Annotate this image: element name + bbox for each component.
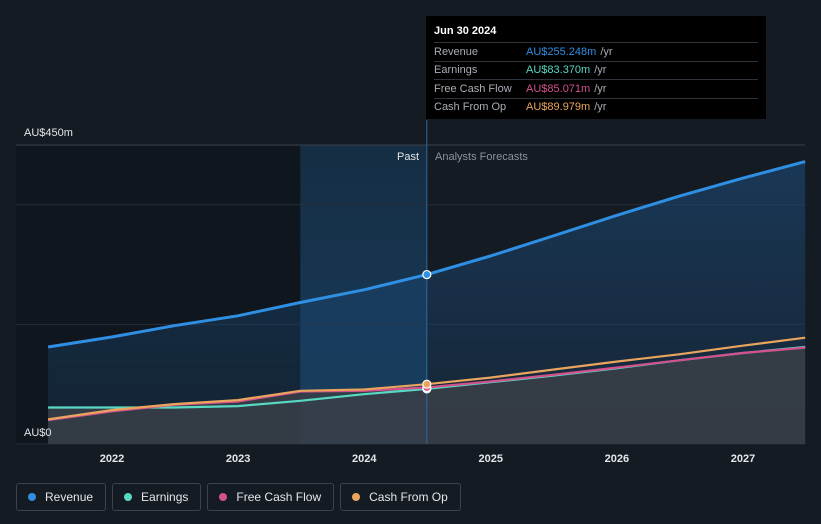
x-tick-label: 2026 [605,453,629,465]
tooltip: Jun 30 2024 Revenue AU$255.248m /yr Earn… [426,16,766,119]
tooltip-label: Cash From Op [434,101,507,114]
tooltip-unit: /yr [594,82,607,95]
tooltip-date: Jun 30 2024 [434,25,497,37]
legend-item-free-cash-flow[interactable]: Free Cash Flow [207,483,335,511]
tooltip-value: AU$83.370m [526,64,591,77]
tooltip-value: AU$89.979m [526,101,591,114]
x-tick-label: 2024 [352,453,377,465]
tooltip-row-free-cash-flow: Free Cash Flow AU$85.071m /yr [434,79,758,98]
past-label: Past [397,151,419,163]
tooltip-unit: /yr [600,45,613,58]
x-tick-label: 2022 [100,453,124,465]
legend-item-earnings[interactable]: Earnings [112,483,202,511]
free-cash-flow-dot-icon [219,493,228,501]
y-axis-top-label: AU$450m [24,127,73,139]
x-tick-label: 2023 [226,453,250,465]
cash-from-op-marker [422,379,432,389]
tooltip-row-revenue: Revenue AU$255.248m /yr [434,42,758,61]
tooltip-value: AU$85.071m [526,82,591,95]
x-tick-label: 2027 [731,453,755,465]
legend-label: Revenue [45,490,94,504]
earnings-dot-icon [124,493,133,501]
legend-label: Free Cash Flow [236,490,322,504]
legend-label: Earnings [141,490,189,504]
tooltip-unit: /yr [594,101,607,114]
tooltip-row-cash-from-op: Cash From Op AU$89.979m /yr [434,97,758,117]
legend-item-revenue[interactable]: Revenue [16,483,107,511]
legend: Revenue Earnings Free Cash Flow Cash Fro… [16,483,461,511]
y-axis-bottom-label: AU$0 [24,427,52,439]
x-tick-label: 2025 [478,453,502,465]
tooltip-row-earnings: Earnings AU$83.370m /yr [434,60,758,80]
legend-label: Cash From Op [369,490,448,504]
revenue-dot-icon [28,493,36,501]
legend-item-cash-from-op[interactable]: Cash From Op [340,483,461,511]
forecast-label: Analysts Forecasts [435,151,528,163]
tooltip-label: Revenue [434,45,479,58]
cash-from-op-dot-icon [352,493,361,501]
tooltip-unit: /yr [594,64,607,77]
revenue-marker [422,269,432,280]
tooltip-value: AU$255.248m [526,45,597,58]
tooltip-label: Earnings [434,64,478,77]
tooltip-label: Free Cash Flow [434,82,512,95]
